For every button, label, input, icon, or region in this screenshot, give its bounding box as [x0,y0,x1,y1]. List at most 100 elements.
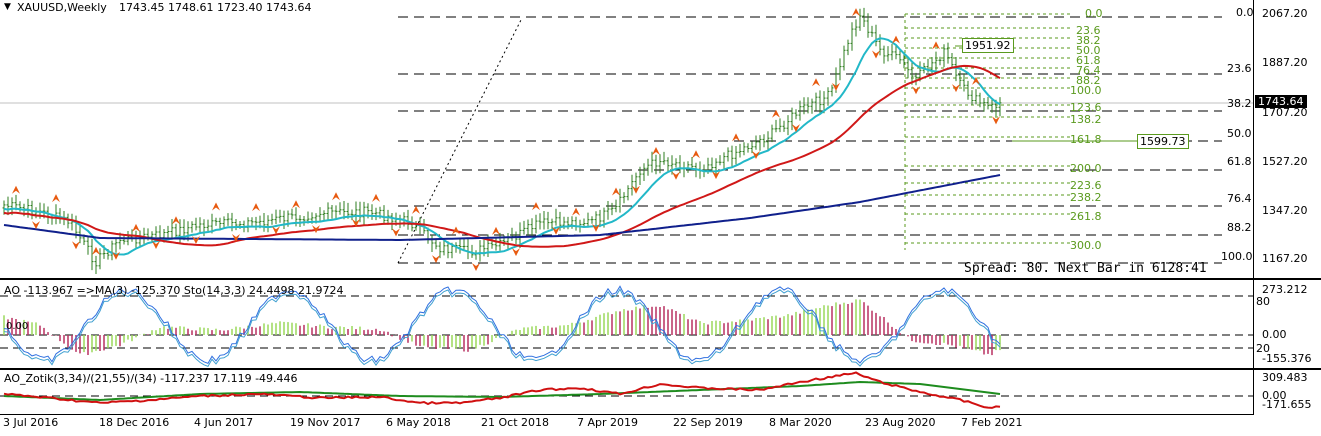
zotik-indicator-pane[interactable]: AO_Zotik(3,34)/(21,55)/(34) -117.237 17.… [0,370,1321,414]
fib-ext-label: 23.6 [1076,24,1101,37]
plot-frame [0,370,1254,414]
price-axis-label: 1527.20 [1262,155,1308,168]
stochastic-main-line [3,285,1001,365]
fractal-down-arrow [272,226,280,235]
zotik-axis-label: -171.655 [1262,398,1312,411]
time-axis-line [0,414,1254,415]
level-box-label[interactable]: 1951.92 [962,38,1014,53]
price-axis-label: 1167.20 [1262,252,1308,265]
time-axis-label: 19 Nov 2017 [290,416,361,429]
main-chart-pane[interactable]: ▼ XAUUSD,Weekly 1743.45 1748.61 1723.40 … [0,0,1321,278]
fractal-up-arrow [812,78,820,87]
ohlc-values: 1743.45 1748.61 1723.40 1743.64 [119,1,312,14]
fractal-down-arrow [232,234,240,243]
fractal-up-arrow [852,8,860,17]
fractal-down-arrow [152,241,160,250]
fractal-up-arrow [732,133,740,142]
fractal-down-arrow [992,116,1000,125]
fractal-down-arrow [792,124,800,133]
triangle-down-icon[interactable]: ▼ [4,2,11,12]
price-axis-label: 1347.20 [1262,204,1308,217]
level-box-label[interactable]: 1599.73 [1137,134,1189,149]
fractal-up-arrow [932,41,940,50]
ao-zero-label: 0.00 [6,321,29,332]
fib-level-label: 88.2 [1227,221,1252,234]
fractal-down-arrow [872,50,880,59]
fractal-up-arrow [132,223,140,232]
zotik-indicator-canvas[interactable] [0,370,1253,414]
price-chart-canvas[interactable] [0,0,1253,278]
zotik-axis-label: 309.483 [1262,371,1308,384]
fib-level-label: 50.0 [1227,127,1252,140]
trend-line [397,17,523,264]
time-axis-label: 7 Apr 2019 [577,416,639,429]
fib-ext-label: 223.6 [1070,179,1102,192]
fractal-down-arrow [712,171,720,180]
fractal-up-arrow [572,207,580,216]
ao-axis-label: 80 [1256,295,1270,308]
fib-ext-label: 200.0 [1070,162,1102,175]
fractal-up-arrow [52,194,60,203]
fractal-up-arrow [412,205,420,214]
fractal-up-arrow [372,193,380,202]
pane-separator[interactable] [0,278,1321,280]
pane-separator[interactable] [0,368,1321,370]
ao-axis-label: -155.376 [1262,352,1312,365]
fractal-up-arrow [292,200,300,209]
fib-ext-label: 100.0 [1070,84,1102,97]
fib-level-label: 0.0 [1236,6,1254,19]
ao-axis-label: 273.212 [1262,283,1308,296]
time-axis-label: 3 Jul 2016 [3,416,59,429]
price-axis-label: 1707.20 [1262,106,1308,119]
fractal-down-arrow [592,223,600,232]
mid-ma-line [3,64,1001,248]
price-axis-label: 2067.20 [1262,7,1308,20]
time-axis-label: 23 Aug 2020 [865,416,936,429]
fib-level-label: 100.0 [1221,250,1253,263]
fib-ext-label: 261.8 [1070,210,1102,223]
fractal-down-arrow [752,151,760,160]
fib-ext-label: 88.2 [1076,74,1101,87]
fractal-down-arrow [112,251,120,260]
stochastic-signal-line [3,288,1001,368]
ao-axis-label: 0.00 [1262,328,1287,341]
fib-level-label: 23.6 [1227,62,1252,75]
fib-level-label: 76.4 [1227,192,1252,205]
fractal-down-arrow [312,225,320,234]
fractal-down-arrow [392,228,400,237]
fib-ext-label: 38.2 [1076,34,1101,47]
time-axis-label: 22 Sep 2019 [673,416,743,429]
ao-indicator-pane[interactable]: AO -113.967 =>MA(3) -125.370 Sto(14,3,3)… [0,280,1321,368]
fractal-down-arrow [512,248,520,257]
spread-info: Spread: 80. Next Bar in 6128:41 [964,261,1207,276]
fractal-down-arrow [192,236,200,245]
fractal-up-arrow [12,185,20,194]
fractal-down-arrow [552,226,560,235]
fib-ext-label: 300.0 [1070,239,1102,252]
fractal-up-arrow [772,109,780,118]
fib-ext-label: 61.8 [1076,54,1101,67]
fractal-up-arrow [652,146,660,155]
time-axis-label: 18 Dec 2016 [99,416,170,429]
fractal-down-arrow [672,171,680,180]
fractal-up-arrow [972,76,980,85]
zotik-title: AO_Zotik(3,34)/(21,55)/(34) -117.237 17.… [4,372,298,385]
plot-frame [0,280,1254,368]
fractal-down-arrow [352,218,360,227]
zotik-axis-label: 0.00 [1262,389,1287,402]
ao-axis-label: 20 [1256,342,1270,355]
fractal-down-arrow [832,82,840,91]
fractal-up-arrow [492,226,500,235]
fractal-down-arrow [632,185,640,194]
fib-ext-label: 0.0 [1085,7,1103,20]
time-axis-label: 7 Feb 2021 [961,416,1023,429]
fractal-down-arrow [952,84,960,93]
current-price-tag: 1743.64 [1255,95,1307,108]
ao-title: AO -113.967 =>MA(3) -125.370 Sto(14,3,3)… [4,284,344,297]
fib-ext-label: 123.6 [1070,101,1102,114]
fractal-down-arrow [72,241,80,250]
fractal-up-arrow [212,202,220,211]
ao-indicator-canvas[interactable] [0,280,1253,368]
zotik-red-line [3,371,1001,409]
fractal-up-arrow [532,202,540,211]
